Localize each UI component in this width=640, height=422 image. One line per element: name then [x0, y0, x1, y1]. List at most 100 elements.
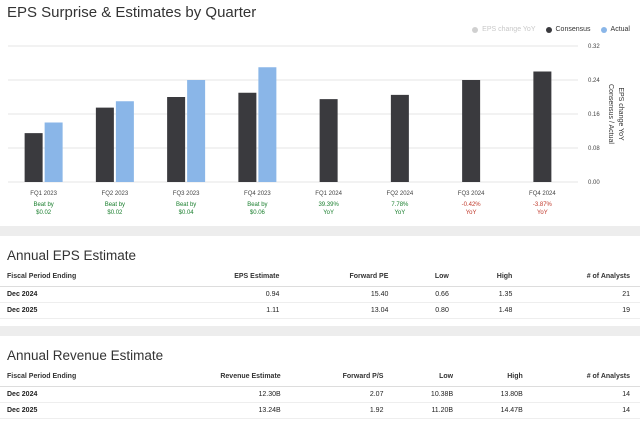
eps-cell: 0.66 [398, 286, 459, 303]
eps-cell: 21 [522, 286, 640, 303]
legend-eps-change-dot [472, 26, 479, 33]
surprise-sublabel: $0.02 [36, 210, 52, 216]
revenue-cell: 13.80B [463, 386, 533, 403]
consensus-bar [390, 94, 409, 182]
surprise-label: Beat by [176, 202, 196, 208]
revenue-column-header: # of Analysts [532, 368, 640, 387]
surprise-sublabel: YoY [466, 210, 477, 216]
revenue-cell: 10.38B [393, 386, 464, 403]
eps-chart-card: EPS Surprise & Estimates by Quarter EPS … [7, 4, 630, 216]
legend-eps-change-label: EPS change YoY [482, 26, 536, 33]
legend-consensus-dot [545, 26, 552, 33]
eps-cell: 15.40 [289, 286, 399, 303]
y-tick-label: 0.24 [588, 78, 600, 84]
legend-actual-label: Actual [610, 26, 630, 33]
eps-column-header: Low [398, 268, 459, 287]
eps-cell: 1.11 [168, 302, 290, 319]
actual-bar [187, 80, 206, 182]
eps-estimate-card: Annual EPS Estimate Fiscal Period Ending… [0, 236, 640, 326]
surprise-sublabel: YoY [537, 210, 548, 216]
consensus-bar [238, 92, 257, 182]
surprise-label: 39.39% [318, 202, 339, 208]
x-tick-label: FQ1 2024 [315, 191, 342, 197]
legend-eps-change[interactable]: EPS change YoY [472, 26, 536, 33]
section-divider [0, 226, 640, 236]
chart-title: EPS Surprise & Estimates by Quarter [7, 4, 257, 21]
eps-column-header: Fiscal Period Ending [0, 268, 169, 287]
eps-column-header: High [458, 268, 523, 287]
revenue-column-header: Revenue Estimate [153, 368, 291, 387]
legend-consensus[interactable]: Consensus [545, 26, 591, 33]
surprise-sublabel: $0.02 [107, 210, 123, 216]
surprise-label: Beat by [247, 202, 267, 208]
revenue-estimate-table: Fiscal Period Ending Revenue Estimate Forw… [0, 368, 640, 419]
surprise-label: 7.78% [391, 202, 409, 208]
x-tick-label: FQ3 2023 [173, 191, 200, 197]
legend-actual[interactable]: Actual [600, 26, 630, 33]
eps-column-header: EPS Estimate [168, 268, 290, 287]
surprise-label: Beat by [105, 202, 125, 208]
x-tick-label: FQ4 2024 [529, 191, 556, 197]
consensus-bar [462, 80, 481, 182]
consensus-bar [319, 99, 338, 182]
legend-consensus-label: Consensus [555, 26, 591, 33]
table-row: Dec 2024 0.94 15.40 0.66 1.35 21 [0, 286, 640, 303]
table-row: Dec 2025 1.11 13.04 0.80 1.48 19 [0, 302, 640, 319]
surprise-sublabel: $0.06 [250, 210, 266, 216]
revenue-column-header: Fiscal Period Ending [0, 368, 154, 387]
y-tick-label: 0.16 [588, 112, 600, 118]
revenue-cell: 11.20B [393, 402, 464, 419]
revenue-cell: 14 [532, 402, 640, 419]
surprise-label: -0.42% [462, 202, 482, 208]
x-tick-label: FQ4 2023 [244, 191, 271, 197]
y-tick-label: 0.08 [588, 146, 600, 152]
revenue-column-header: Forward P/S [290, 368, 394, 387]
revenue-cell: 14.47B [463, 402, 533, 419]
eps-column-header: # of Analysts [522, 268, 640, 287]
eps-cell: 0.80 [398, 302, 459, 319]
revenue-cell: Dec 2024 [0, 386, 154, 403]
surprise-sublabel: YoY [394, 210, 405, 216]
actual-bar [115, 101, 134, 182]
table-row: Dec 2025 13.24B 1.92 11.20B 14.47B 14 [0, 402, 640, 419]
eps-cell: 13.04 [289, 302, 399, 319]
eps-table-header: Fiscal Period Ending EPS Estimate Forward … [0, 268, 640, 287]
y-axis-title-secondary: Consensus / Actual [607, 84, 614, 144]
actual-bar [258, 67, 277, 182]
revenue-cell: 2.07 [290, 386, 394, 403]
table-row: Dec 2024 12.30B 2.07 10.38B 13.80B 14 [0, 386, 640, 403]
revenue-column-header: Low [393, 368, 464, 387]
revenue-table-header: Fiscal Period Ending Revenue Estimate Forw… [0, 368, 640, 387]
consensus-bar [95, 107, 114, 182]
section-divider [0, 326, 640, 336]
surprise-label: Beat by [33, 202, 53, 208]
revenue-cell: 12.30B [153, 386, 291, 403]
legend-actual-dot [600, 26, 607, 33]
surprise-sublabel: YoY [323, 210, 334, 216]
eps-column-header: Forward PE [289, 268, 399, 287]
consensus-bar [167, 97, 186, 182]
x-tick-label: FQ3 2024 [458, 191, 485, 197]
eps-cell: 1.48 [458, 302, 523, 319]
y-axis-title: EPS change YoY [617, 87, 624, 141]
eps-cell: 1.35 [458, 286, 523, 303]
revenue-column-header: High [463, 368, 533, 387]
eps-cell: 0.94 [168, 286, 290, 303]
x-tick-label: FQ2 2024 [387, 191, 414, 197]
chart-legend: EPS change YoY Consensus Actual [472, 26, 630, 33]
eps-cell: Dec 2025 [0, 302, 169, 319]
revenue-cell: 14 [532, 386, 640, 403]
revenue-estimate-title: Annual Revenue Estimate [7, 348, 164, 363]
y-tick-label: 0.32 [588, 44, 600, 50]
eps-cell: 19 [522, 302, 640, 319]
surprise-sublabel: $0.04 [179, 210, 195, 216]
consensus-bar [533, 71, 552, 182]
consensus-bar [24, 133, 43, 182]
surprise-label: -3.87% [533, 202, 553, 208]
eps-estimate-title: Annual EPS Estimate [7, 248, 137, 263]
actual-bar [44, 122, 63, 182]
x-tick-label: FQ1 2023 [30, 191, 57, 197]
x-tick-label: FQ2 2023 [102, 191, 129, 197]
revenue-estimate-card: Annual Revenue Estimate Fiscal Period En… [0, 336, 640, 422]
revenue-cell: Dec 2025 [0, 402, 154, 419]
